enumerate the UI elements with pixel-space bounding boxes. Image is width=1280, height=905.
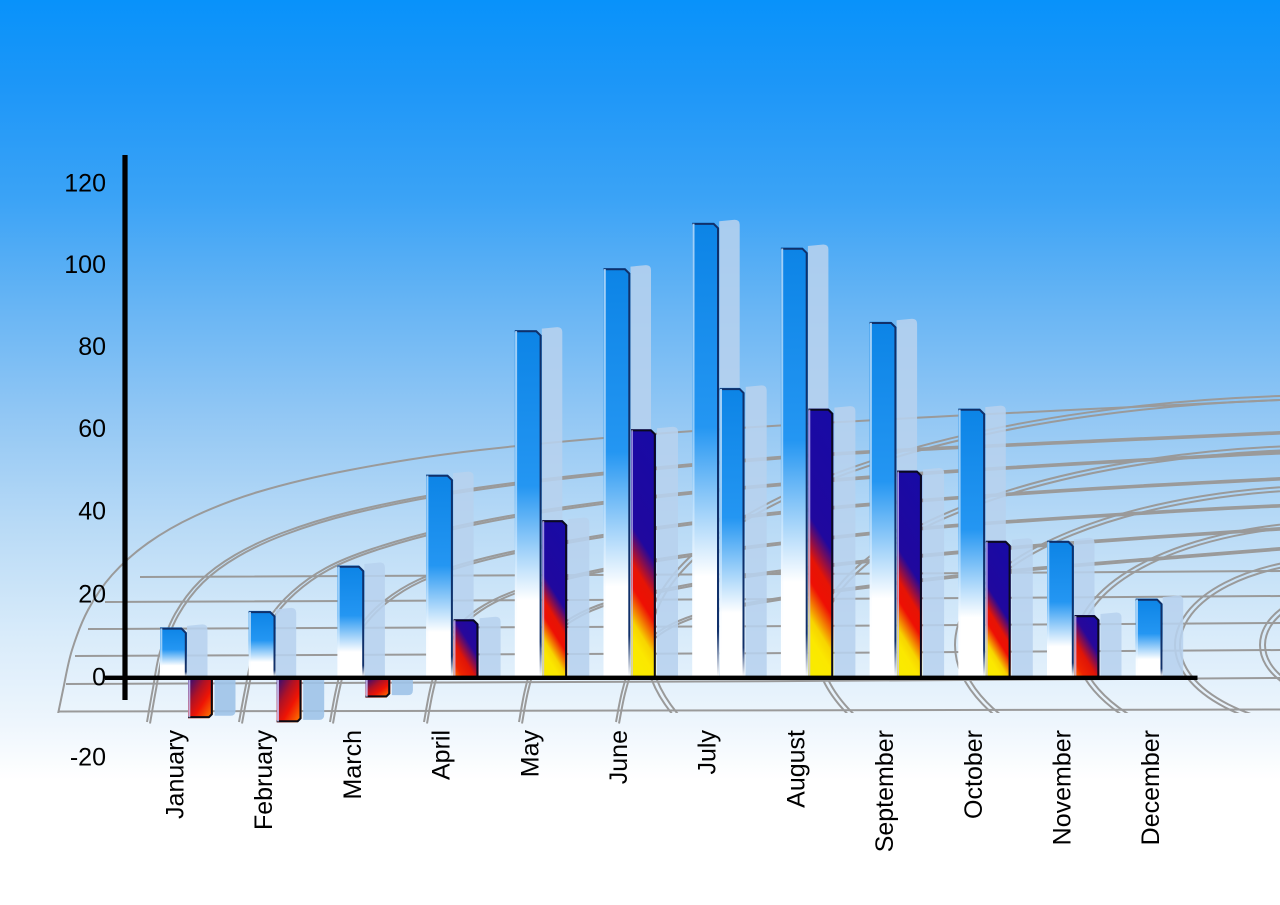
svg-text:20: 20 xyxy=(78,581,106,609)
svg-text:40: 40 xyxy=(78,498,106,526)
svg-text:October: October xyxy=(960,730,988,819)
svg-text:July: July xyxy=(694,730,722,775)
svg-text:February: February xyxy=(250,730,278,831)
svg-text:April: April xyxy=(428,730,456,780)
svg-text:100: 100 xyxy=(64,251,106,279)
svg-text:60: 60 xyxy=(78,415,106,443)
svg-text:120: 120 xyxy=(64,170,106,198)
svg-text:0: 0 xyxy=(92,664,106,692)
svg-text:March: March xyxy=(339,730,367,799)
svg-text:-20: -20 xyxy=(70,744,106,772)
svg-text:August: August xyxy=(782,730,810,808)
svg-text:December: December xyxy=(1137,730,1165,845)
svg-text:September: September xyxy=(871,730,899,852)
svg-text:June: June xyxy=(605,730,633,784)
svg-text:May: May xyxy=(516,730,544,778)
svg-text:80: 80 xyxy=(78,333,106,361)
svg-text:January: January xyxy=(162,730,190,819)
svg-text:November: November xyxy=(1049,730,1077,845)
